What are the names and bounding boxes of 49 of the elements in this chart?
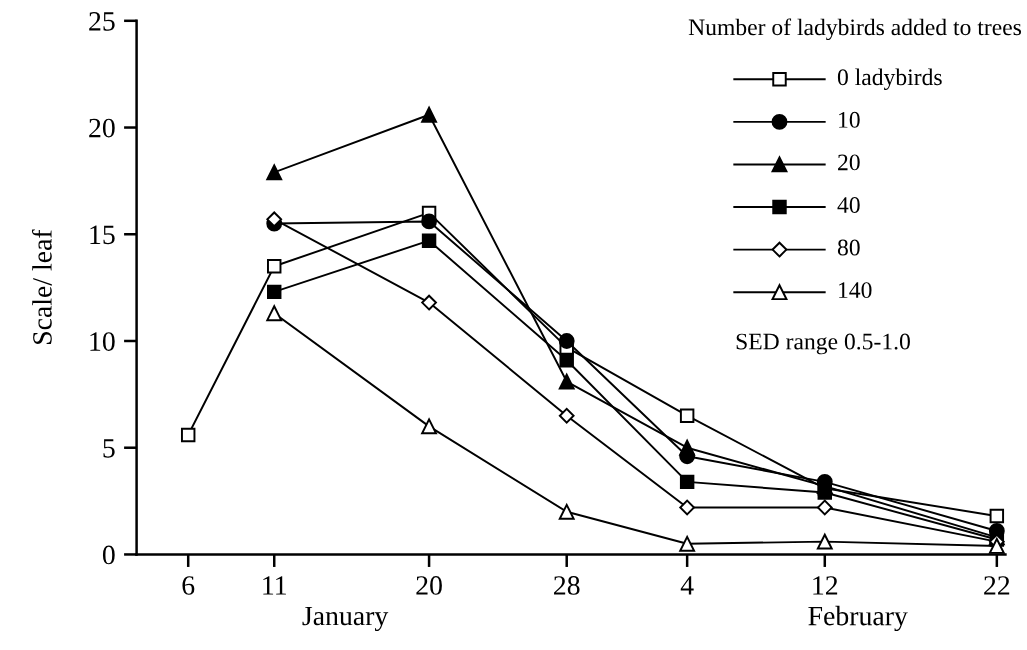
text: January [302, 606, 389, 632]
legend-label: 20 [838, 154, 860, 171]
x-tick-label: 12 [813, 576, 838, 595]
point [816, 533, 833, 550]
point [421, 106, 437, 123]
point [421, 294, 437, 311]
legend-label: 140 [839, 282, 872, 299]
point [679, 474, 695, 490]
point [679, 439, 696, 456]
point [421, 213, 437, 230]
point [679, 499, 695, 516]
y-tick-label: 10 [90, 332, 115, 351]
point [421, 418, 437, 435]
y-tick-label: 5 [103, 439, 115, 458]
point [988, 538, 1005, 554]
point [558, 373, 575, 390]
y-tick-label: 0 [102, 545, 115, 565]
text: February [808, 605, 908, 632]
legend-label: 10 [839, 111, 860, 128]
point [266, 164, 283, 181]
x-tick-label: 22 [984, 576, 1010, 595]
x-tick-label: 28 [554, 576, 580, 595]
legend-title: Number of ladybirds added to trees [688, 18, 1022, 41]
point [558, 333, 575, 349]
legend-label: 80 [837, 239, 860, 256]
point [180, 427, 196, 443]
point [989, 508, 1005, 524]
x-tick-label: 4 [680, 576, 694, 595]
legend-label: 40 [837, 197, 860, 213]
point [267, 259, 282, 274]
point [266, 305, 283, 322]
x-tick-label: 11 [263, 576, 286, 595]
point [558, 503, 575, 520]
y-tick-label: 15 [90, 225, 115, 245]
point [267, 284, 282, 300]
point [817, 485, 832, 500]
legend-label: 0 ladybirds [837, 68, 942, 91]
point [816, 499, 833, 516]
point [421, 233, 437, 248]
x-tick-label: 20 [416, 576, 442, 595]
point [559, 352, 574, 368]
y-tick-label: 25 [89, 12, 115, 31]
x-tick-label: 6 [182, 576, 195, 595]
point [679, 408, 695, 423]
point [679, 535, 696, 552]
annotation: SED range 0.5-1.0 [736, 333, 910, 355]
y-axis-title: Scale/ leaf [31, 229, 52, 344]
point [558, 407, 575, 424]
y-tick-label: 20 [89, 118, 115, 138]
